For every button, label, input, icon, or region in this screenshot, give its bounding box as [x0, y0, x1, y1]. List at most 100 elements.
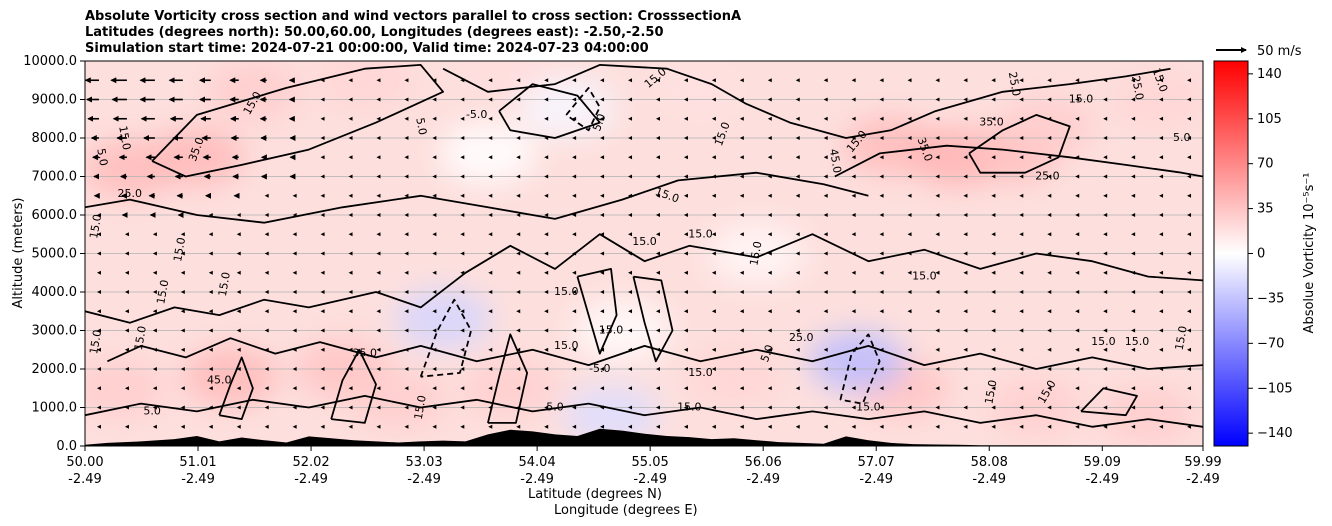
wind-vector-3-39 — [1187, 136, 1192, 140]
wind-vector-3-19 — [628, 136, 633, 140]
wind-vector-12-31 — [963, 309, 968, 314]
wind-vector-8-11 — [404, 232, 409, 237]
wind-vector-14-19 — [628, 347, 633, 352]
wind-vector-7-22 — [711, 213, 716, 217]
wind-vector-13-22 — [711, 328, 716, 333]
wind-vector-6-36 — [1103, 193, 1108, 198]
colorbar-tick-label-4: 0 — [1257, 247, 1265, 262]
x-tick-label-lon-5: -2.49 — [633, 472, 667, 487]
wind-vector-4-9 — [348, 155, 353, 160]
wind-vector-18-26 — [823, 424, 828, 429]
wind-vector-15-21 — [683, 367, 688, 371]
wind-vector-9-7 — [292, 251, 297, 256]
wind-vector-8-28 — [879, 232, 884, 237]
wind-vector-10-34 — [1047, 270, 1052, 275]
wind-vector-12-33 — [1019, 309, 1024, 314]
wind-vector-11-30 — [935, 290, 940, 294]
wind-vector-8-27 — [851, 232, 856, 237]
wind-vector-16-8 — [320, 386, 325, 391]
wind-vector-6-14 — [488, 193, 493, 198]
wind-vector-15-20 — [655, 367, 660, 371]
wind-vector-10-28 — [879, 270, 884, 275]
wind-vector-7-10 — [376, 213, 381, 217]
wind-vector-17-34 — [1047, 405, 1052, 410]
x-tick-label-lat-8: 58.08 — [971, 455, 1008, 470]
contour-label-22: 15.0 — [747, 240, 764, 266]
contour-lines — [85, 64, 1203, 428]
wind-vector-11-1 — [124, 290, 129, 294]
wind-vector-9-39 — [1187, 251, 1192, 256]
wind-vector-13-32 — [991, 328, 996, 333]
wind-vector-4-8 — [320, 155, 325, 160]
wind-vector-5-9 — [348, 174, 353, 179]
wind-vector-10-7 — [292, 270, 297, 275]
wind-vector-10-9 — [348, 270, 353, 275]
wind-vector-15-24 — [767, 367, 772, 371]
wind-vector-13-25 — [795, 328, 800, 333]
y-axis-ticks: 0.0 1000.0 2000.0 3000.0 4000.0 5000.0 6000.0 7… — [23, 54, 85, 454]
wind-vector-16-24 — [767, 386, 772, 391]
wind-vector-12-39 — [1187, 309, 1192, 314]
wind-vector-2-8 — [320, 116, 325, 121]
wind-vector-3-10 — [376, 136, 381, 140]
wind-vector-0-39 — [1187, 78, 1192, 83]
x-tick-label-lat-7: 57.07 — [858, 455, 895, 470]
wind-vector-12-35 — [1075, 309, 1080, 314]
wind-vector-16-2 — [152, 386, 157, 391]
wind-vector-13-34 — [1047, 328, 1052, 333]
wind-vector-13-27 — [851, 328, 856, 333]
wind-vector-7-24 — [767, 213, 772, 217]
wind-vector-11-35 — [1075, 290, 1080, 294]
wind-vector-11-26 — [823, 290, 828, 294]
wind-vector-16-16 — [544, 386, 549, 391]
wind-vector-6-26 — [823, 193, 828, 198]
wind-vector-12-36 — [1103, 309, 1108, 314]
contour-label-27: 15.0 — [688, 366, 713, 379]
wind-vector-18-20 — [655, 424, 660, 429]
wind-vector-18-16 — [544, 424, 549, 429]
wind-vector-15-10 — [376, 367, 381, 371]
wind-vector-4-17 — [572, 155, 577, 160]
wind-vector-8-20 — [655, 232, 660, 237]
wind-vector-7-31 — [963, 213, 968, 217]
wind-vector-12-18 — [600, 309, 605, 314]
wind-vector-8-39 — [1187, 232, 1192, 237]
wind-vector-3-24 — [767, 136, 772, 140]
wind-vector-18-5 — [236, 424, 241, 429]
wind-vector-0-33 — [1019, 78, 1024, 83]
colorbar-tick-label-5: −35 — [1257, 291, 1284, 306]
wind-vector-12-6 — [264, 309, 269, 314]
wind-vector-11-27 — [851, 290, 856, 294]
x-axis-label-longitude: Longitude (degrees E) — [554, 503, 698, 518]
wind-vector-0-25 — [795, 78, 800, 83]
wind-vector-7-12 — [432, 213, 437, 217]
wind-vector-1-34 — [1047, 97, 1052, 102]
wind-vector-0-24 — [767, 78, 772, 83]
wind-vector-5-36 — [1103, 174, 1108, 179]
contour-16 — [632, 275, 674, 363]
wind-vector-13-19 — [628, 328, 633, 333]
wind-vector-12-27 — [851, 309, 856, 314]
wind-vector-16-7 — [292, 386, 297, 391]
wind-vector-0-15 — [516, 78, 521, 83]
wind-vector-13-38 — [1159, 328, 1164, 333]
y-tick-label-10: 10000.0 — [23, 54, 77, 69]
wind-vector-13-33 — [1019, 328, 1024, 333]
wind-vector-15-11 — [404, 367, 409, 371]
grid-lines — [85, 61, 1203, 446]
wind-vector-1-35 — [1075, 97, 1080, 102]
contour-labels: 5.015.025.035.015.05.0-5.0 5.015.015.0 15.… — [87, 65, 1190, 421]
wind-vector-3-20 — [655, 136, 660, 140]
wind-vector-13-29 — [907, 328, 912, 333]
wind-vector-18-30 — [935, 424, 940, 429]
wind-vector-14-32 — [991, 347, 996, 352]
wind-vector-4-33 — [1019, 155, 1024, 160]
wind-vector-10-2 — [152, 270, 157, 275]
wind-vector-16-39 — [1187, 386, 1192, 391]
wind-vector-16-38 — [1159, 386, 1164, 391]
wind-vector-6-6 — [264, 193, 269, 198]
wind-vector-1-21 — [683, 97, 688, 102]
wind-vector-18-32 — [991, 424, 996, 429]
wind-vector-15-18 — [600, 367, 605, 371]
